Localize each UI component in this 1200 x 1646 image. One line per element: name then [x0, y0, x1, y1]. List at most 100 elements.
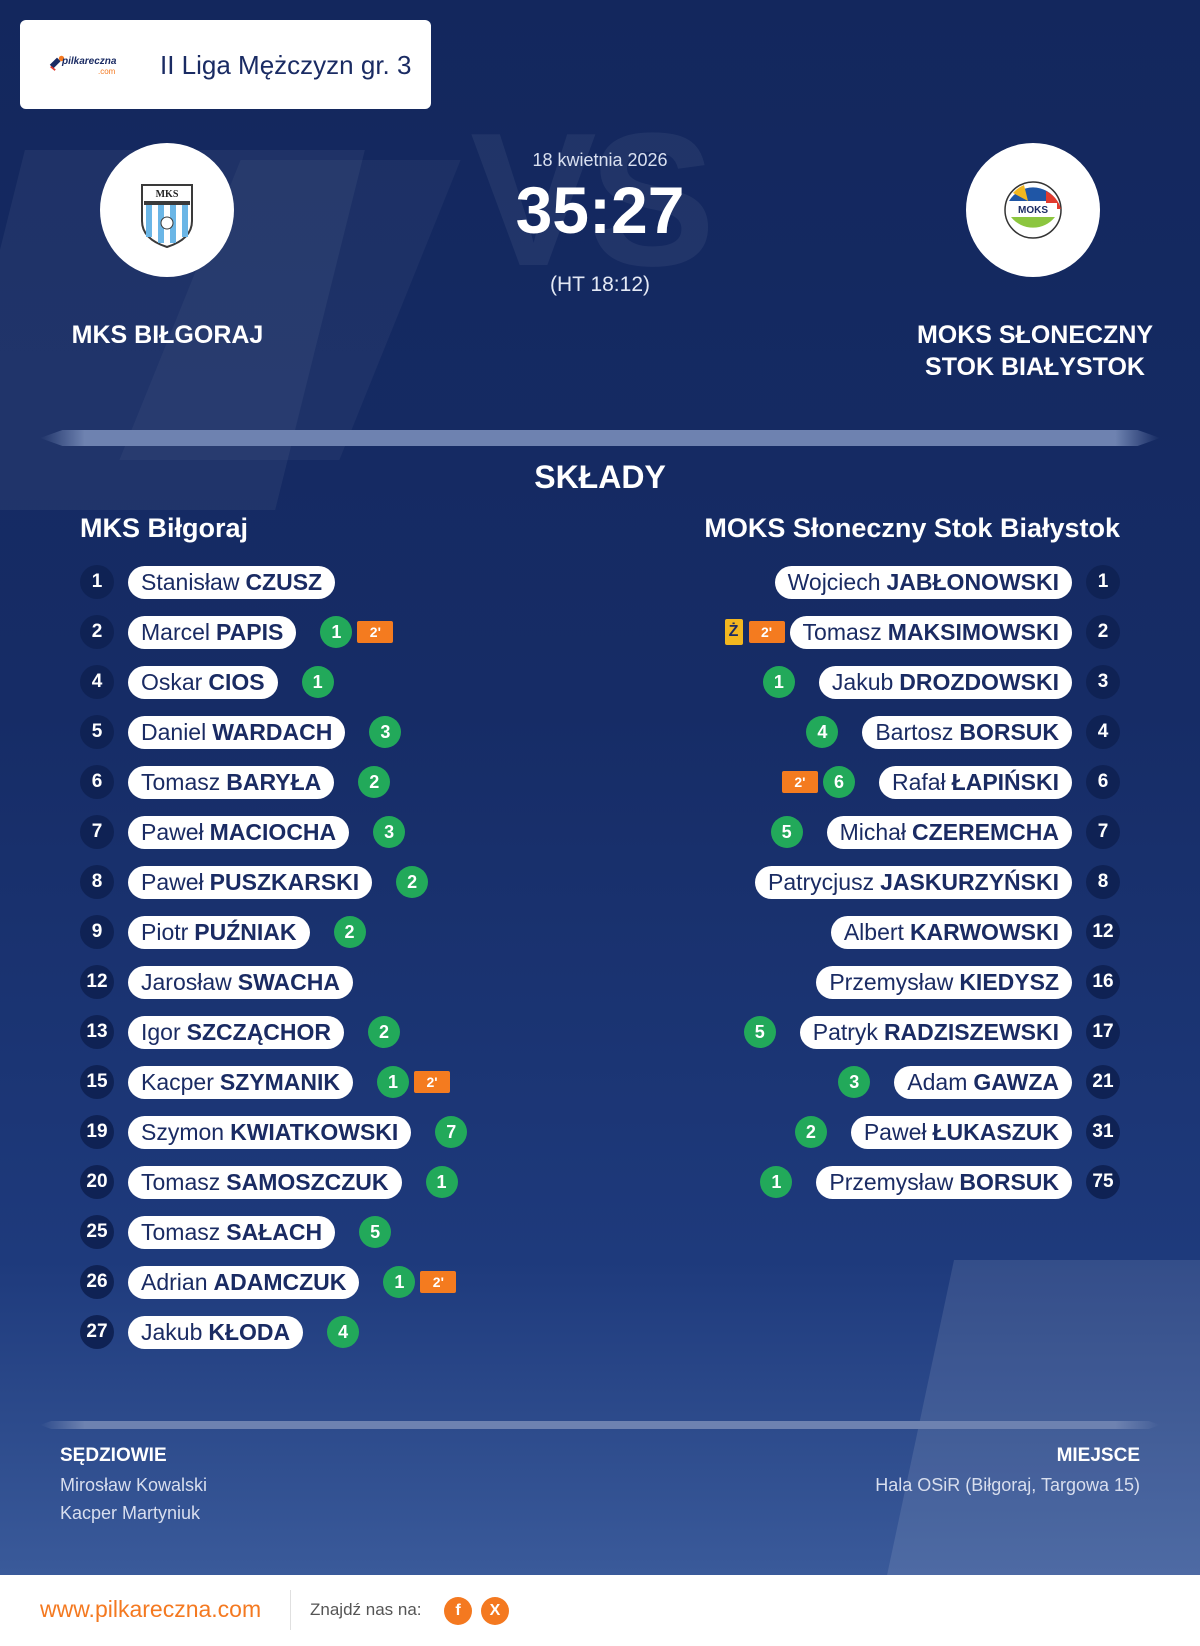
player-first-name: Tomasz [141, 768, 221, 795]
player-row: 3 Jakub DROZDOWSKI 1 [580, 657, 1120, 707]
goals-badge: 4 [806, 716, 839, 748]
player-number: 19 [80, 1115, 114, 1149]
player-number: 25 [80, 1215, 114, 1249]
match-card: VS pilkareczna .com II Liga Mężczyzn gr.… [0, 0, 1200, 1575]
player-last-name: PUSZKARSKI [209, 868, 360, 895]
player-name[interactable]: Bartosz BORSUK [862, 715, 1072, 749]
player-name[interactable]: Adrian ADAMCZUK [128, 1265, 360, 1299]
goals-badge: 3 [369, 716, 402, 748]
player-name[interactable]: Rafał ŁAPIŃSKI [878, 765, 1072, 799]
player-last-name: DROZDOWSKI [899, 668, 1059, 695]
player-name[interactable]: Stanisław CZUSZ [128, 565, 336, 599]
mks-bilgoraj-crest-icon: MKS [141, 184, 193, 249]
player-number: 12 [80, 965, 114, 999]
player-number: 1 [80, 565, 114, 599]
player-name[interactable]: Szymon KWIATKOWSKI [128, 1115, 412, 1149]
player-row: 25 Tomasz SAŁACH 5 [80, 1207, 620, 1257]
player-first-name: Bartosz [875, 718, 954, 745]
player-name[interactable]: Przemysław KIEDYSZ [816, 965, 1072, 999]
vs-watermark: VS [470, 94, 715, 306]
goals-badge: 2 [358, 766, 391, 798]
handball-logo-icon [49, 55, 65, 71]
player-last-name: KWIATKOWSKI [230, 1118, 399, 1145]
player-number: 6 [1086, 765, 1120, 799]
player-name[interactable]: Przemysław BORSUK [816, 1165, 1072, 1199]
goals-badge: 7 [435, 1116, 468, 1148]
find-us-label: Znajdź nas na: [310, 1600, 422, 1619]
player-name[interactable]: Marcel PAPIS [128, 615, 297, 649]
player-name[interactable]: Tomasz BARYŁA [128, 765, 335, 799]
goals-badge: 1 [762, 666, 795, 698]
player-last-name: JABŁONOWSKI [886, 568, 1060, 595]
lineups-heading: SKŁADY [534, 459, 666, 495]
player-row: 75 Przemysław BORSUK 1 [580, 1157, 1120, 1207]
suspension-badge: 2' [748, 621, 785, 643]
suspension-badge: 2' [420, 1271, 457, 1293]
player-first-name: Paweł [141, 868, 204, 895]
player-number: 15 [80, 1065, 114, 1099]
player-row: 1 Wojciech JABŁONOWSKI [580, 557, 1120, 607]
player-name[interactable]: Daniel WARDACH [128, 715, 346, 749]
footer-divider [290, 1590, 291, 1630]
player-row: 5 Daniel WARDACH 3 [80, 707, 620, 757]
player-first-name: Przemysław [829, 1168, 954, 1195]
player-name[interactable]: Jakub DROZDOWSKI [818, 665, 1072, 699]
player-name[interactable]: Tomasz MAKSIMOWSKI [789, 615, 1072, 649]
player-first-name: Paweł [141, 818, 204, 845]
player-name[interactable]: Paweł ŁUKASZUK [850, 1115, 1072, 1149]
svg-text:MOKS: MOKS [1018, 205, 1048, 216]
player-last-name: MACIOCHA [209, 818, 337, 845]
website-link[interactable]: www.pilkareczna.com [40, 1596, 262, 1622]
player-row: 9 Piotr PUŹNIAK 2 [80, 907, 620, 957]
player-row: 12 Albert KARWOWSKI [580, 907, 1120, 957]
player-name[interactable]: Jarosław SWACHA [128, 965, 353, 999]
player-last-name: ŁAPIŃSKI [951, 768, 1059, 795]
player-name[interactable]: Kacper SZYMANIK [128, 1065, 353, 1099]
venue-heading: MIEJSCE [1056, 1445, 1140, 1466]
player-name[interactable]: Piotr PUŹNIAK [128, 915, 310, 949]
player-first-name: Jakub [141, 1318, 203, 1345]
goals-badge: 4 [327, 1316, 360, 1348]
player-row: 17 Patryk RADZISZEWSKI 5 [580, 1007, 1120, 1057]
player-row: 2 Marcel PAPIS 1 2' [80, 607, 620, 657]
player-first-name: Patryk [812, 1018, 878, 1045]
player-name[interactable]: Paweł MACIOCHA [128, 815, 350, 849]
suspension-badge: 2' [414, 1071, 450, 1093]
player-name[interactable]: Paweł PUSZKARSKI [128, 865, 373, 899]
player-first-name: Adrian [141, 1268, 208, 1295]
section-divider [40, 430, 1160, 446]
player-row: 21 Adam GAWZA 3 [580, 1057, 1120, 1107]
player-name[interactable]: Jakub KŁODA [128, 1315, 304, 1349]
moks-crest-icon: MOKS [1004, 181, 1062, 239]
player-number: 75 [1086, 1165, 1120, 1199]
match-score: 35:27 [515, 173, 685, 247]
match-date: 18 kwietnia 2026 [532, 150, 668, 170]
player-number: 17 [1086, 1015, 1120, 1049]
player-name[interactable]: Albert KARWOWSKI [830, 915, 1072, 949]
player-number: 20 [80, 1165, 114, 1199]
goals-badge: 5 [770, 816, 803, 848]
player-row: 26 Adrian ADAMCZUK 1 2' [80, 1257, 620, 1307]
league-badge[interactable]: pilkareczna .com II Liga Mężczyzn gr. 3 [20, 20, 431, 109]
player-last-name: CIOS [208, 668, 265, 695]
player-name[interactable]: Adam GAWZA [894, 1065, 1072, 1099]
player-name[interactable]: Oskar CIOS [128, 665, 278, 699]
player-number: 9 [80, 915, 114, 949]
player-name[interactable]: Wojciech JABŁONOWSKI [774, 565, 1072, 599]
player-name[interactable]: Patrycjusz JASKURZYŃSKI [754, 865, 1072, 899]
player-last-name: SWACHA [237, 968, 340, 995]
player-number: 2 [1086, 615, 1120, 649]
player-last-name: ADAMCZUK [213, 1268, 347, 1295]
facebook-icon[interactable]: f [444, 1597, 472, 1625]
suspension-badge: 2' [357, 621, 394, 643]
player-name[interactable]: Tomasz SAŁACH [128, 1215, 336, 1249]
player-first-name: Piotr [141, 918, 189, 945]
player-number: 16 [1086, 965, 1120, 999]
x-icon[interactable]: X [481, 1597, 509, 1625]
goals-badge: 1 [383, 1266, 416, 1298]
player-name[interactable]: Michał CZEREMCHA [826, 815, 1072, 849]
player-name[interactable]: Tomasz SAMOSZCZUK [128, 1165, 402, 1199]
player-name[interactable]: Patryk RADZISZEWSKI [799, 1015, 1072, 1049]
player-name[interactable]: Igor SZCZĄCHOR [128, 1015, 345, 1049]
player-last-name: JASKURZYŃSKI [880, 868, 1059, 895]
